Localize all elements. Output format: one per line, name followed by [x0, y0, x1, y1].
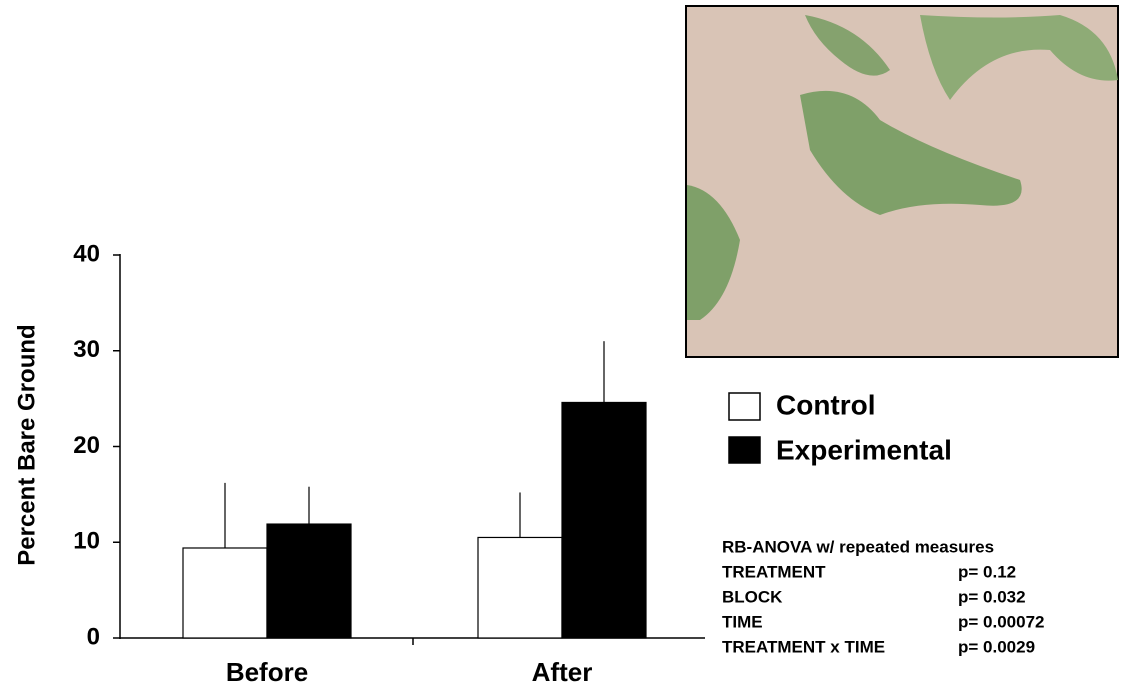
legend-swatch	[728, 436, 761, 464]
stats-term: BLOCK	[722, 587, 783, 606]
legend-swatch	[728, 392, 761, 421]
y-tick-label: 40	[73, 240, 100, 267]
stats-p: p= 0.12	[958, 562, 1016, 581]
y-tick-label: 20	[73, 432, 100, 459]
x-tick-label: After	[532, 657, 593, 687]
x-tick-label: Before	[226, 657, 308, 687]
y-tick-label: 10	[73, 528, 100, 555]
y-axis-label: Percent Bare Ground	[13, 324, 40, 565]
bar	[182, 547, 268, 639]
stats-p: p= 0.032	[958, 587, 1026, 606]
stats-term: TREATMENT x TIME	[722, 637, 885, 656]
stats-term: TIME	[722, 612, 763, 631]
bar	[266, 523, 352, 639]
stats-term: TREATMENT	[722, 562, 826, 581]
y-tick-label: 30	[73, 336, 100, 363]
legend-label: Experimental	[776, 434, 952, 465]
stats-title: RB-ANOVA w/ repeated measures	[722, 537, 994, 556]
photo	[685, 5, 1119, 358]
legend-label: Control	[776, 389, 876, 420]
bar	[477, 536, 563, 639]
bar	[561, 401, 647, 639]
stats-p: p= 0.0029	[958, 637, 1035, 656]
y-tick-label: 0	[87, 623, 100, 650]
stats-p: p= 0.00072	[958, 612, 1045, 631]
